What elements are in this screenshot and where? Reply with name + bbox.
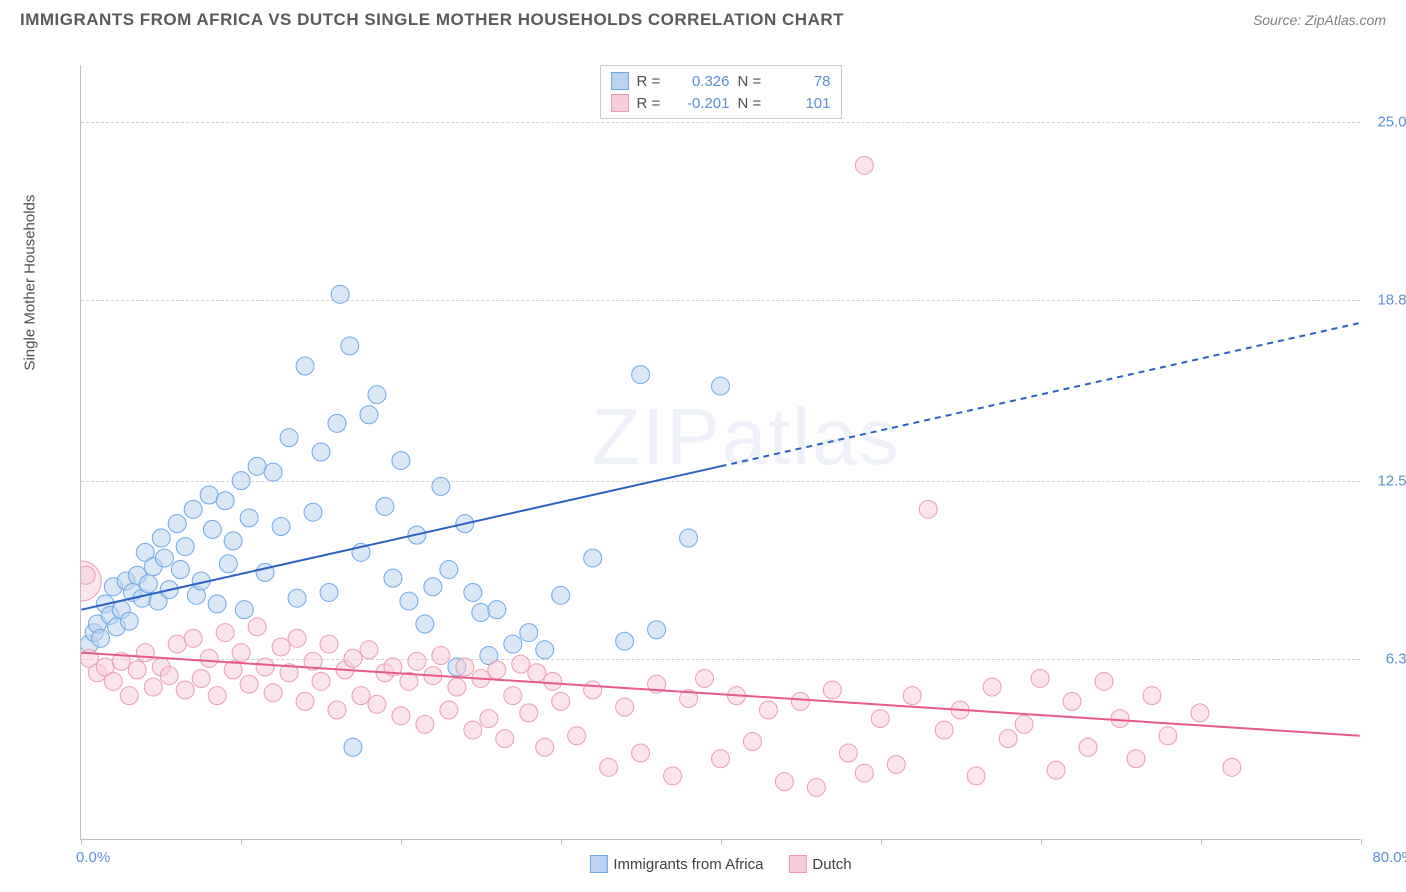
legend-row-dutch: R = -0.201 N = 101 bbox=[611, 92, 831, 114]
series-legend: Immigrants from Africa Dutch bbox=[589, 855, 851, 873]
plot-area: ZIPatlas 6.3%12.5%18.8%25.0% R = 0.326 N… bbox=[80, 65, 1360, 840]
legend-r-dutch: -0.201 bbox=[675, 95, 730, 112]
legend-row-africa: R = 0.326 N = 78 bbox=[611, 70, 831, 92]
legend-r-africa: 0.326 bbox=[675, 73, 730, 90]
legend-swatch-africa-icon bbox=[589, 855, 607, 873]
legend-swatch-dutch-icon bbox=[788, 855, 806, 873]
scatter-plot-svg bbox=[81, 65, 1360, 839]
legend-n-label: N = bbox=[738, 73, 768, 90]
source-attribution: Source: ZipAtlas.com bbox=[1253, 12, 1386, 28]
legend-r-label: R = bbox=[637, 95, 667, 112]
legend-label-africa: Immigrants from Africa bbox=[613, 856, 763, 873]
legend-n-dutch: 101 bbox=[776, 95, 831, 112]
chart-container: Single Mother Households ZIPatlas 6.3%12… bbox=[50, 55, 1390, 845]
legend-label-dutch: Dutch bbox=[812, 856, 851, 873]
x-tick-start: 0.0% bbox=[76, 849, 110, 866]
legend-item-dutch: Dutch bbox=[788, 855, 851, 873]
x-tick-end: 80.0% bbox=[1372, 849, 1406, 866]
chart-title: IMMIGRANTS FROM AFRICA VS DUTCH SINGLE M… bbox=[20, 10, 844, 30]
legend-swatch-africa bbox=[611, 72, 629, 90]
legend-n-label: N = bbox=[738, 95, 768, 112]
legend-r-label: R = bbox=[637, 73, 667, 90]
correlation-legend: R = 0.326 N = 78 R = -0.201 N = 101 bbox=[600, 65, 842, 119]
legend-swatch-dutch bbox=[611, 94, 629, 112]
legend-n-africa: 78 bbox=[776, 73, 831, 90]
legend-item-africa: Immigrants from Africa bbox=[589, 855, 763, 873]
y-axis-title: Single Mother Households bbox=[22, 195, 39, 371]
